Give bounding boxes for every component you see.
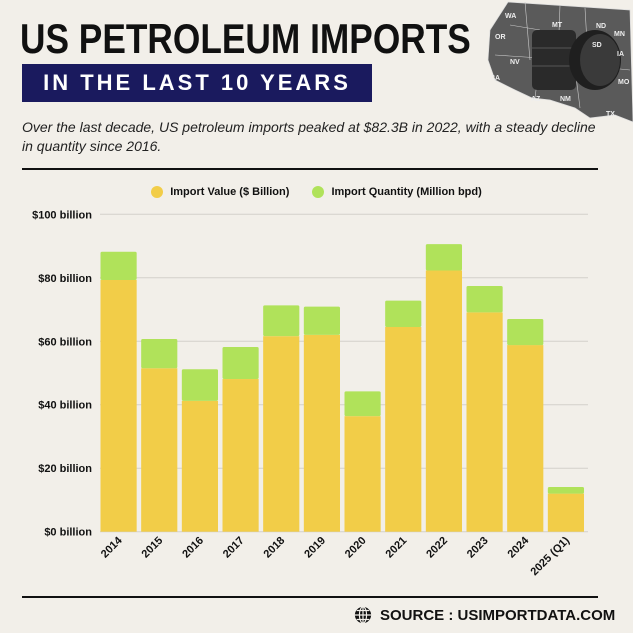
map-state-label: ND <box>596 23 606 30</box>
map-state-label: WA <box>505 13 516 20</box>
map-state-label: MO <box>618 79 630 86</box>
x-tick-label: 2019 <box>302 535 328 561</box>
legend-item-value: Import Value ($ Billion) <box>151 186 289 198</box>
x-tick-label: 2023 <box>465 535 491 561</box>
x-tick-label: 2015 <box>140 535 166 561</box>
bar-segment-quantity <box>507 319 544 346</box>
bar-segment-value <box>141 368 178 532</box>
bar-segment-value <box>466 312 503 532</box>
legend-label: Import Quantity (Million bpd) <box>331 186 482 198</box>
globe-icon <box>354 606 372 624</box>
x-tick-label: 2022 <box>424 535 450 561</box>
y-tick-label: $60 billion <box>38 336 92 348</box>
bar-segment-quantity <box>263 305 300 337</box>
map-state-label: NV <box>510 59 520 66</box>
map-state-label: MN <box>614 31 625 38</box>
y-tick-label: $40 billion <box>38 400 92 412</box>
legend-item-quantity: Import Quantity (Million bpd) <box>312 186 482 198</box>
description: Over the last decade, US petroleum impor… <box>22 119 596 154</box>
y-tick-label: $0 billion <box>44 527 92 539</box>
x-tick-label: 2021 <box>384 535 410 561</box>
x-tick-label: 2014 <box>99 534 125 560</box>
legend-swatch <box>312 186 325 198</box>
y-tick-label: $80 billion <box>38 273 92 285</box>
legend-swatch <box>151 186 164 198</box>
x-tick-label: 2020 <box>343 535 369 561</box>
divider <box>22 596 598 598</box>
divider <box>22 168 598 170</box>
bar-segment-quantity <box>181 369 218 401</box>
source-text: SOURCE : USIMPORTDATA.COM <box>380 606 616 624</box>
x-tick-label: 2018 <box>262 535 288 561</box>
map-state-label: TX <box>606 111 615 118</box>
bar-segment-quantity <box>303 306 340 335</box>
y-tick-label: $20 billion <box>38 463 92 475</box>
map-state-label: OR <box>495 34 506 41</box>
bar-segment-quantity <box>425 244 462 271</box>
bar-segment-value <box>425 270 462 532</box>
map-state-label: IA <box>617 51 624 58</box>
stacked-bar-chart: $0 billion $20 billion $40 billion $60 bill… <box>32 209 588 578</box>
legend-label: Import Value ($ Billion) <box>170 186 290 198</box>
source-credit: SOURCE : USIMPORTDATA.COM <box>354 606 615 624</box>
y-tick-label: $100 billion <box>32 209 92 221</box>
bar-segment-value <box>507 345 544 532</box>
map-state-label: AZ <box>531 96 541 103</box>
x-tick-label: 2016 <box>180 535 206 561</box>
bar-segment-value <box>263 336 300 532</box>
us-map-icon: WA MT ND MN OR SD NV CA AZ NM TX IA MO <box>487 1 633 123</box>
map-state-label: SD <box>592 42 602 49</box>
map-state-label: MT <box>552 22 563 29</box>
map-state-label: NM <box>560 96 571 103</box>
subtitle-banner: IN THE LAST 10 YEARS <box>22 64 372 102</box>
bar-segment-value <box>547 493 584 532</box>
bar-segment-quantity <box>141 339 178 369</box>
map-state-label: CA <box>490 75 500 82</box>
bar-segment-value <box>385 326 422 532</box>
bar-segment-value <box>100 280 137 532</box>
bar-segment-quantity <box>385 300 422 327</box>
bar-segment-quantity <box>100 251 137 281</box>
bar-segment-quantity <box>222 346 259 380</box>
x-tick-label: 2017 <box>221 535 247 561</box>
page-title: US PETROLEUM IMPORTS <box>20 15 471 62</box>
oil-barrel-icon <box>532 30 576 90</box>
x-tick-label: 2025 (Q1) <box>529 534 573 578</box>
bar-segment-value <box>303 334 340 532</box>
chart-legend: Import Value ($ Billion) Import Quantity… <box>0 186 633 201</box>
bar-segment-quantity <box>547 486 584 494</box>
bar-segment-value <box>181 400 218 532</box>
bar-segment-value <box>344 416 381 532</box>
bar-segment-quantity <box>466 286 503 313</box>
bar-segment-value <box>222 379 259 532</box>
x-tick-label: 2024 <box>506 534 532 560</box>
bar-segment-quantity <box>344 391 381 417</box>
